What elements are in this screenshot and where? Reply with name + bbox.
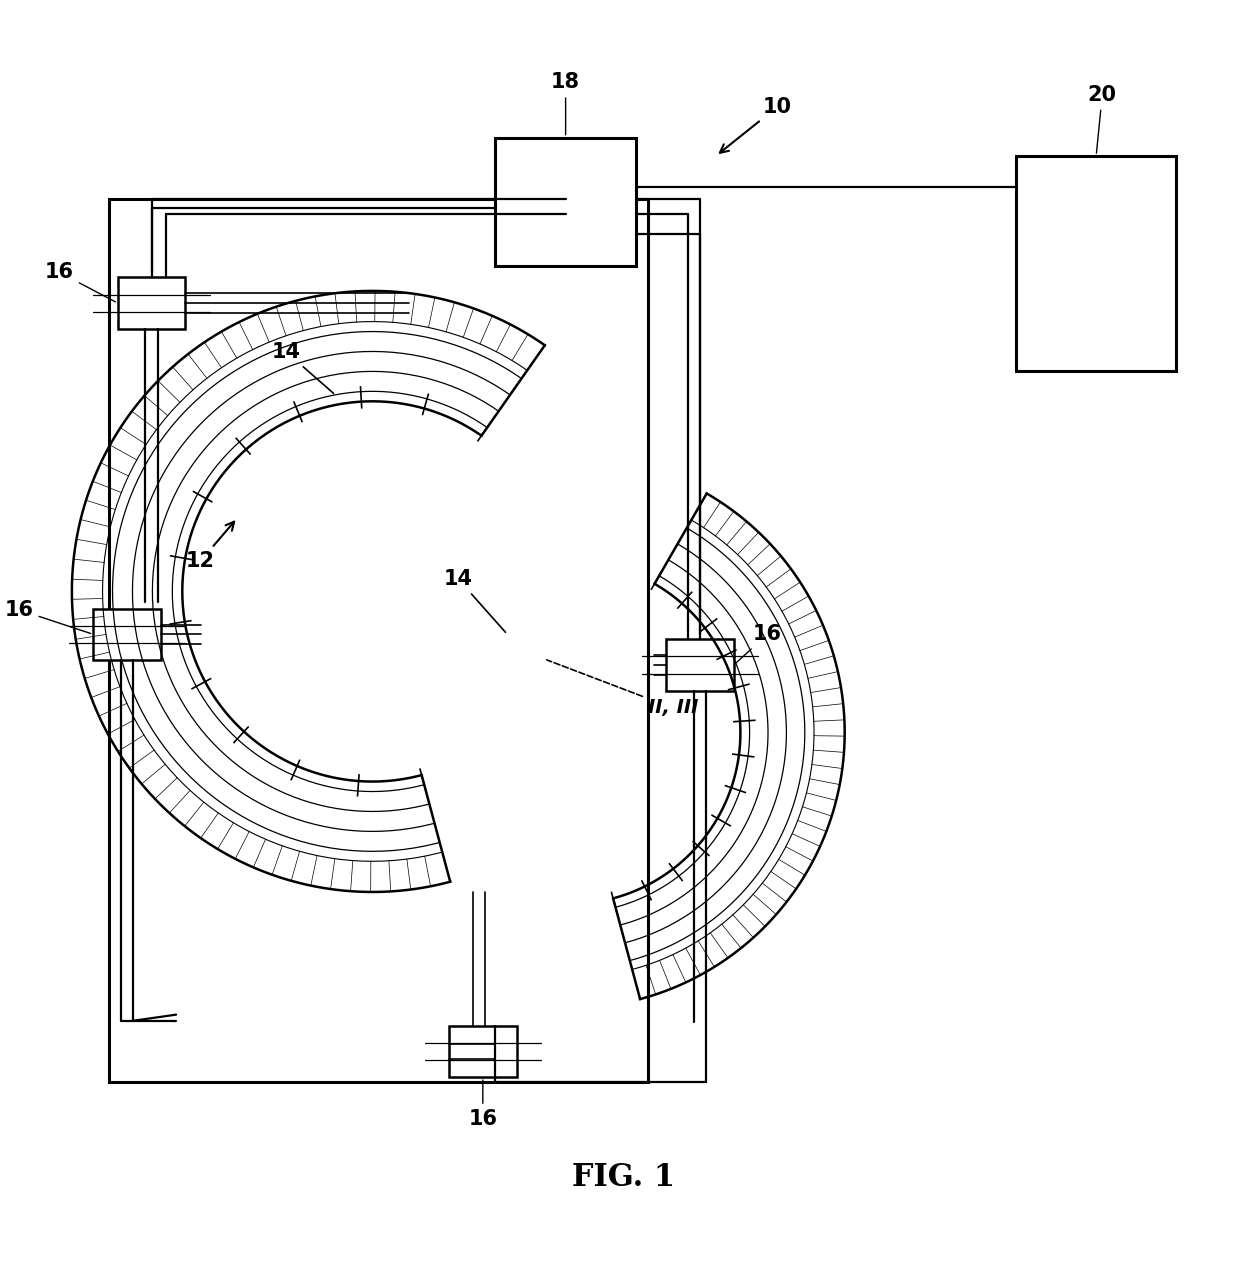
Text: 16: 16 (735, 624, 782, 664)
Bar (109, 199, 649, 1082)
Bar (1017, 156, 1176, 370)
Text: 14: 14 (444, 569, 506, 633)
Bar (449, 1026, 517, 1077)
Text: II, III: II, III (547, 660, 698, 717)
Text: FIG. 1: FIG. 1 (573, 1162, 676, 1194)
Bar (666, 639, 734, 690)
Bar (93, 608, 161, 660)
Text: 12: 12 (186, 521, 234, 571)
Text: 14: 14 (272, 342, 334, 393)
Text: 16: 16 (469, 1080, 497, 1129)
Text: 16: 16 (5, 600, 91, 634)
Text: 18: 18 (551, 72, 580, 135)
Text: 20: 20 (1087, 85, 1117, 154)
Text: 16: 16 (45, 263, 115, 302)
Text: 10: 10 (720, 97, 791, 152)
Bar (118, 278, 185, 329)
Bar (495, 137, 636, 266)
